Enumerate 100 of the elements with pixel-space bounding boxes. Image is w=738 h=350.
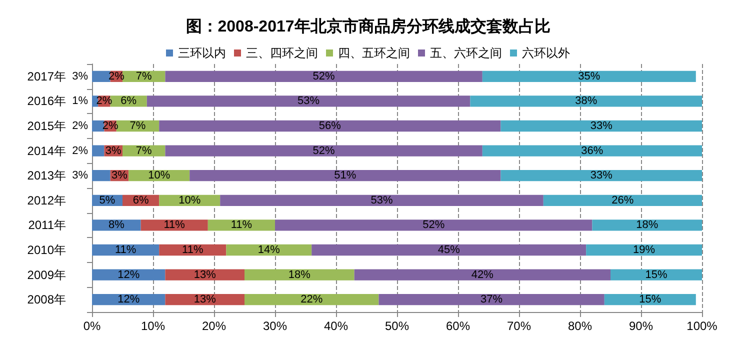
data-label: 10% [178,194,201,206]
data-label: 52% [422,219,445,232]
data-label: 33% [590,120,613,132]
data-label: 2% [72,144,88,157]
bar [354,269,610,280]
data-label: 5% [99,194,116,206]
data-label: 3% [105,144,122,157]
data-label: 18% [288,268,311,281]
data-label: 52% [312,70,336,82]
legend-label: 三、四环之间 [246,46,318,60]
bar [543,194,702,206]
bar [190,170,501,182]
data-label: 52% [312,144,336,157]
bar [165,70,482,82]
bar [500,120,702,132]
bar [140,220,208,231]
x-tick-label: 50% [384,319,410,333]
x-tick-label: 30% [262,319,288,333]
data-label: 3% [111,170,128,182]
data-label: 53% [298,95,320,108]
bar [470,96,702,107]
bar [92,120,104,132]
y-tick-label: 2008年 [27,292,66,307]
data-label: 7% [136,70,152,82]
data-label: 42% [471,268,494,281]
x-tick-label: 100% [686,319,718,333]
x-tick-label: 20% [202,319,226,333]
x-tick-label: 10% [140,319,166,333]
data-label: 1% [72,95,88,108]
bar [208,220,275,231]
y-tick-label: 2014年 [27,144,66,158]
bar [226,244,312,256]
bar [604,294,696,306]
data-label: 10% [148,170,170,182]
data-label: 53% [370,194,393,206]
data-label: 11% [164,219,186,232]
chart-title: 图：2008-2017年北京市商品房分环线成交套数占比 [186,16,550,36]
data-label: 33% [590,170,613,182]
x-tick-label: 90% [628,319,654,333]
bar [275,220,592,231]
data-label: 22% [300,294,323,306]
bar [312,244,586,256]
y-tick-label: 2016年 [27,94,66,108]
data-label: 12% [118,294,140,306]
data-label: 51% [334,170,356,182]
data-label: 18% [636,219,658,232]
legend-label: 三环以内 [178,46,226,60]
data-label: 11% [230,219,252,232]
legend-label: 六环以外 [522,46,570,60]
bar [92,170,110,182]
bar [146,96,470,107]
x-tick-label: 60% [446,319,470,333]
bar [92,70,110,82]
bar [482,70,696,82]
x-tick-label: 70% [506,319,532,333]
bar [378,294,604,306]
x-tick-label: 0% [83,319,101,333]
bar [482,145,702,156]
data-label: 15% [645,268,668,281]
data-label: 6% [120,95,137,108]
data-label: 15% [639,294,662,306]
data-label: 26% [612,194,634,206]
data-label: 3% [72,70,88,82]
y-tick-label: 2012年 [27,193,66,208]
bar [500,170,702,182]
bar [92,220,141,231]
data-label: 37% [480,294,503,306]
data-label: 35% [578,70,600,82]
data-label: 13% [194,294,216,306]
bar [592,220,702,231]
bar [244,269,354,280]
data-label: 6% [132,194,149,206]
data-label: 19% [633,244,656,256]
data-label: 38% [575,95,598,108]
data-label: 11% [114,244,136,256]
bar [122,145,166,156]
y-tick-label: 2011年 [28,218,66,232]
bar [165,269,244,280]
data-label: 2% [72,120,88,132]
y-tick-label: 2017年 [27,69,66,84]
data-label: 14% [258,244,280,256]
data-label: 7% [136,144,152,157]
data-label: 13% [194,268,216,281]
data-label: 8% [108,219,125,232]
data-label: 3% [72,170,88,182]
data-label: 45% [438,244,460,256]
bar [92,269,166,280]
bar [92,145,104,156]
legend-label: 四、五环之间 [338,46,410,60]
y-tick-label: 2009年 [27,268,66,282]
bar [159,120,501,132]
y-tick-label: 2013年 [27,168,66,183]
bar [586,244,702,256]
bar [220,194,544,206]
data-label: 56% [318,120,342,132]
x-tick-label: 40% [324,319,348,333]
data-label: 7% [130,120,146,132]
y-tick-label: 2015年 [27,119,66,133]
data-label: 11% [182,244,204,256]
data-label: 12% [118,268,140,281]
